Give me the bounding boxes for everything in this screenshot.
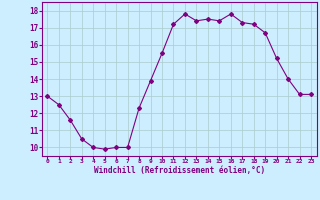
X-axis label: Windchill (Refroidissement éolien,°C): Windchill (Refroidissement éolien,°C): [94, 166, 265, 175]
